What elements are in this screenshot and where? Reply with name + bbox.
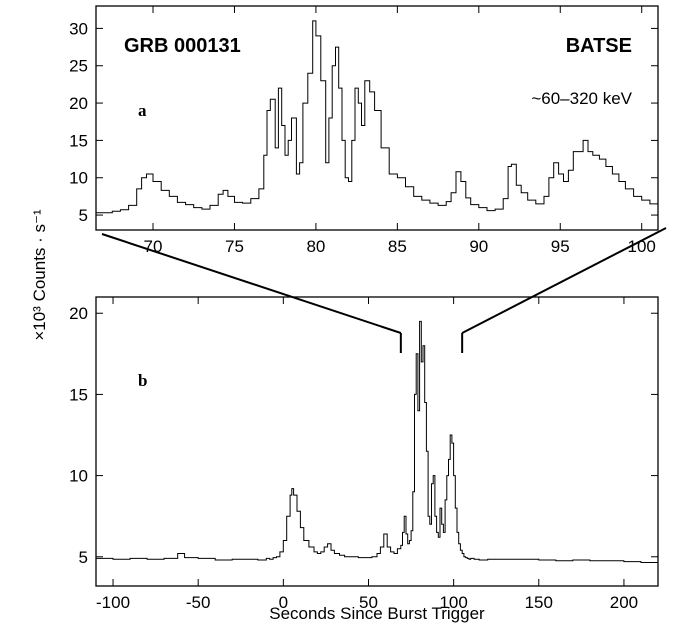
panel-a-xtick-label: 70 <box>144 237 163 256</box>
panel-a-light-curve <box>96 20 659 214</box>
panel-a-ytick-label: 25 <box>69 57 88 76</box>
panel-b-xtick-label: 100 <box>439 593 467 612</box>
panel-a-title: GRB 000131 <box>124 35 241 57</box>
panel-a-ytick-label: 10 <box>69 169 88 188</box>
panel-b-ytick-label: 10 <box>69 467 88 486</box>
panel-b-ticks: -100 -50 0 50 100 150 200 5 10 15 20 <box>69 297 658 612</box>
panel-a-xtick-label: 85 <box>388 237 407 256</box>
panel-a-letter: a <box>138 101 147 120</box>
panel-b-xtick-label: 150 <box>525 593 553 612</box>
panel-a-xtick-label: 95 <box>551 237 570 256</box>
panel-a-ytick-label: 5 <box>79 206 88 225</box>
panel-a-ticks: 70 75 80 85 90 95 100 5 10 15 20 25 30 <box>69 6 658 256</box>
panel-a-ytick-label: 20 <box>69 94 88 113</box>
y-axis-label: ×10³ Counts · s⁻¹ <box>30 209 49 341</box>
panel-b-xtick-label: 50 <box>359 593 378 612</box>
panel-b-ytick-label: 5 <box>79 548 88 567</box>
panel-a-energy-band: ~60–320 keV <box>531 89 632 108</box>
panel-a-instrument: BATSE <box>566 35 632 57</box>
zoom-connector-lines <box>101 227 667 353</box>
panel-b-xtick-label: -50 <box>186 593 211 612</box>
panel-a-xtick-label: 100 <box>628 237 656 256</box>
panel-a-xtick-label: 75 <box>225 237 244 256</box>
panel-a-ytick-label: 30 <box>69 19 88 38</box>
x-axis-label: Seconds Since Burst Trigger <box>269 604 485 623</box>
panel-b-xtick-label: 0 <box>279 593 288 612</box>
panel-b-ytick-label: 20 <box>69 304 88 323</box>
panel-b-light-curve <box>96 320 659 563</box>
panel-b-letter: b <box>138 371 147 390</box>
zoom-connector-right <box>461 227 667 334</box>
panel-a-ytick-label: 15 <box>69 131 88 150</box>
panel-a-frame <box>95 5 659 231</box>
panel-b-frame <box>95 296 659 587</box>
panel-b-xtick-label: -100 <box>96 593 130 612</box>
panel-b-ytick-label: 15 <box>69 385 88 404</box>
panel-a-xtick-label: 90 <box>469 237 488 256</box>
zoom-connector-left <box>101 233 402 334</box>
panel-b-xtick-label: 200 <box>610 593 638 612</box>
panel-a-xtick-label: 80 <box>306 237 325 256</box>
